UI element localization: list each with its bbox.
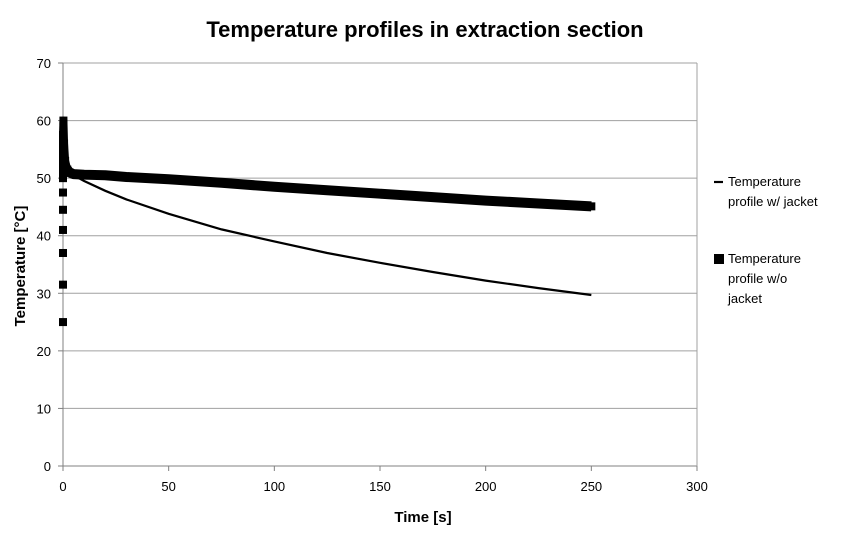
series-without-jacket-point-14 bbox=[65, 168, 74, 177]
series-without-jacket bbox=[59, 116, 596, 327]
y-tick-label-2: 20 bbox=[37, 344, 51, 359]
series-without-jacket-point-18 bbox=[122, 172, 131, 181]
series-without-jacket-point-16 bbox=[80, 170, 89, 179]
legend-label-without-jacket-line-2: jacket bbox=[727, 291, 762, 306]
y-tick-label-7: 70 bbox=[37, 56, 51, 71]
legend-swatch-without-jacket bbox=[714, 254, 724, 264]
series-without-jacket-point-17 bbox=[101, 171, 110, 180]
x-tick-label-0: 0 bbox=[59, 479, 66, 494]
y-axis-ticks: 0 10 20 30 40 50 60 70 bbox=[37, 56, 51, 474]
series-without-jacket-point-8 bbox=[59, 145, 67, 154]
legend-label-with-jacket: Temperature profile w/ jacket bbox=[728, 174, 818, 209]
series-without-jacket-point-15 bbox=[69, 170, 78, 179]
x-tick-label-2: 100 bbox=[263, 479, 285, 494]
series-without-jacket-point-0 bbox=[59, 318, 67, 327]
y-tick-label-0: 0 bbox=[44, 459, 51, 474]
series-without-jacket-point-24 bbox=[428, 193, 437, 202]
axes bbox=[58, 62, 698, 471]
x-tick-label-1: 50 bbox=[161, 479, 175, 494]
series-without-jacket-point-6 bbox=[59, 174, 67, 183]
series-without-jacket-point-25 bbox=[481, 196, 490, 205]
gridlines bbox=[63, 62, 697, 467]
y-tick-label-6: 60 bbox=[37, 114, 51, 129]
series-without-jacket-point-27 bbox=[587, 202, 596, 211]
chart-title: Temperature profiles in extraction secti… bbox=[206, 17, 643, 42]
series-without-jacket-point-23 bbox=[376, 189, 384, 198]
series-without-jacket-point-3 bbox=[59, 225, 67, 234]
series-without-jacket-point-26 bbox=[534, 199, 543, 208]
series bbox=[59, 116, 596, 327]
series-without-jacket-point-4 bbox=[59, 205, 67, 214]
legend-label-without-jacket-line-0: Temperature bbox=[728, 251, 801, 266]
legend-label-with-jacket-line-0: Temperature bbox=[728, 174, 801, 189]
y-tick-label-5: 50 bbox=[37, 171, 51, 186]
series-without-jacket-point-20 bbox=[217, 178, 226, 187]
legend: Temperature profile w/ jacket Temperature p… bbox=[714, 174, 818, 306]
series-without-jacket-point-2 bbox=[59, 248, 67, 257]
y-axis-label: Temperature [°C] bbox=[12, 206, 29, 327]
x-axis-label: Time [s] bbox=[394, 509, 451, 526]
series-without-jacket-point-22 bbox=[323, 186, 332, 195]
legend-label-without-jacket-line-1: profile w/o bbox=[728, 271, 787, 286]
series-without-jacket-point-21 bbox=[270, 182, 279, 191]
x-axis-ticks: 0 50 100 150 200 250 300 bbox=[59, 479, 707, 494]
legend-label-without-jacket: Temperature profile w/o jacket bbox=[727, 251, 801, 306]
x-tick-label-5: 250 bbox=[580, 479, 602, 494]
y-tick-label-3: 30 bbox=[37, 286, 51, 301]
series-without-jacket-point-12 bbox=[61, 156, 70, 165]
y-tick-label-1: 10 bbox=[37, 401, 51, 416]
series-without-jacket-point-9 bbox=[59, 130, 67, 139]
y-tick-label-4: 40 bbox=[37, 229, 51, 244]
series-without-jacket-point-1 bbox=[59, 280, 67, 289]
x-tick-label-6: 300 bbox=[686, 479, 708, 494]
legend-label-with-jacket-line-1: profile w/ jacket bbox=[728, 194, 818, 209]
series-without-jacket-point-10 bbox=[59, 116, 68, 125]
x-tick-label-3: 150 bbox=[369, 479, 391, 494]
x-tick-label-4: 200 bbox=[475, 479, 497, 494]
series-without-jacket-point-5 bbox=[59, 188, 67, 197]
series-without-jacket-point-11 bbox=[60, 139, 69, 148]
series-without-jacket-point-19 bbox=[164, 175, 173, 184]
